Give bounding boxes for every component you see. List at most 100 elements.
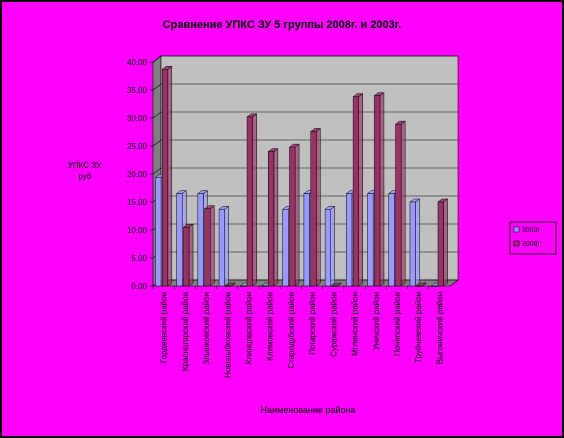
x-tick-label: Почепский район bbox=[393, 292, 402, 356]
bar bbox=[409, 198, 421, 287]
bar-front bbox=[374, 95, 381, 287]
bar bbox=[288, 143, 300, 287]
y-tick-label: 10.00 bbox=[127, 226, 148, 235]
x-tick-label: Мглинский район bbox=[351, 292, 360, 356]
bar-front bbox=[155, 177, 162, 287]
chart-title: Сравнение УПКС ЗУ 5 группы 2008г. и 2003… bbox=[163, 19, 402, 31]
x-tick-label: Унечский район bbox=[372, 292, 381, 350]
bar-front bbox=[331, 285, 338, 287]
bar-front bbox=[261, 285, 268, 287]
bar-side bbox=[400, 120, 406, 287]
bar bbox=[324, 205, 336, 287]
y-tick-label: 0.00 bbox=[131, 282, 147, 291]
y-tick-label: 40.00 bbox=[127, 58, 148, 67]
bar-side bbox=[443, 198, 448, 287]
bar-side bbox=[224, 205, 229, 287]
bar-front bbox=[388, 193, 395, 287]
bar-side bbox=[294, 143, 300, 287]
bar-side bbox=[379, 92, 385, 287]
bar-front bbox=[430, 285, 438, 287]
bar-side bbox=[252, 113, 257, 287]
bar-front bbox=[176, 193, 183, 287]
bar-side bbox=[209, 205, 215, 287]
legend-swatch bbox=[513, 226, 520, 233]
bar-front bbox=[268, 151, 275, 287]
bar-front bbox=[246, 116, 253, 287]
bar bbox=[203, 205, 215, 287]
bars bbox=[154, 65, 449, 287]
y-tick-label: 15.00 bbox=[127, 198, 148, 207]
bar-side bbox=[231, 282, 236, 287]
legend-label: 2003г bbox=[522, 227, 541, 234]
y-axis-ticks: 0.00 5.00 10.00 15.00 20.00 25.00 30.00 35.00 40… bbox=[127, 58, 148, 291]
bar bbox=[331, 282, 343, 287]
legend: 2003г 2008г bbox=[509, 221, 557, 255]
x-tick-label: Климовский район bbox=[266, 292, 275, 361]
bar-front bbox=[204, 208, 211, 287]
x-tick-label: Трубчевский район bbox=[414, 292, 423, 363]
bar bbox=[161, 65, 173, 287]
bar-front bbox=[282, 209, 289, 287]
bar-front bbox=[409, 201, 416, 287]
x-axis-label: Наименование района bbox=[261, 405, 356, 415]
y-axis-label-line: УПКС ЗУ, bbox=[68, 161, 102, 170]
bar-front bbox=[324, 209, 331, 287]
bar bbox=[373, 92, 385, 287]
x-tick-label: Выгоничский район bbox=[435, 292, 444, 364]
legend-label: 2008г bbox=[522, 241, 541, 248]
y-tick-label: 30.00 bbox=[127, 114, 148, 123]
bar-front bbox=[367, 193, 374, 287]
x-tick-label: Суражский район bbox=[329, 292, 338, 357]
bar bbox=[309, 127, 322, 287]
x-axis-ticks: Гордеевский район Красногорский район Злын… bbox=[152, 286, 444, 378]
y-tick-label: 35.00 bbox=[127, 86, 148, 95]
bar bbox=[246, 113, 258, 287]
bar-side bbox=[422, 282, 427, 287]
bar-front bbox=[289, 146, 296, 287]
bar-side bbox=[358, 93, 363, 287]
bar-front bbox=[395, 123, 402, 287]
bar-front bbox=[303, 193, 310, 287]
x-tick-label: Клинцовский район bbox=[244, 292, 253, 364]
bar bbox=[394, 120, 406, 287]
bar-side bbox=[337, 282, 342, 287]
legend-swatch bbox=[513, 240, 520, 247]
bar-side bbox=[188, 223, 194, 287]
bar bbox=[267, 148, 279, 287]
bar-side bbox=[167, 65, 173, 287]
bar-side bbox=[273, 148, 279, 287]
bar-front bbox=[352, 96, 359, 287]
y-tick-label: 20.00 bbox=[127, 170, 148, 179]
x-tick-label: Новозыбковский район bbox=[223, 292, 232, 378]
bar-front bbox=[416, 285, 423, 287]
y-axis-label-line: руб bbox=[78, 172, 91, 181]
bar bbox=[218, 205, 230, 287]
x-tick-label: Стародубский район bbox=[287, 292, 296, 369]
x-tick-label: Красногорский район bbox=[181, 292, 190, 371]
bar-front bbox=[240, 285, 247, 287]
bar bbox=[182, 223, 194, 287]
bar bbox=[416, 282, 428, 287]
x-tick-label: Погарский район bbox=[308, 292, 317, 355]
bar-side bbox=[330, 205, 335, 287]
bar-front bbox=[225, 285, 232, 287]
y-tick-label: 25.00 bbox=[127, 142, 148, 151]
y-axis-label: УПКС ЗУ, руб bbox=[68, 161, 102, 181]
bar bbox=[225, 282, 237, 287]
gridline bbox=[152, 55, 458, 63]
x-tick-label: Гордеевский район bbox=[160, 292, 169, 363]
bar-front bbox=[197, 193, 204, 287]
bar-front bbox=[437, 201, 444, 287]
x-tick-label: Злынковский район bbox=[202, 292, 211, 365]
bar-front bbox=[310, 131, 317, 287]
bar bbox=[352, 93, 364, 287]
bar-front bbox=[218, 209, 225, 287]
bar-front bbox=[346, 193, 353, 287]
bar-front bbox=[183, 226, 190, 287]
bar-side bbox=[415, 198, 420, 287]
y-tick-label: 5.00 bbox=[131, 254, 147, 263]
bar bbox=[437, 198, 449, 287]
bar-front bbox=[161, 69, 169, 287]
bar-side bbox=[316, 127, 321, 287]
